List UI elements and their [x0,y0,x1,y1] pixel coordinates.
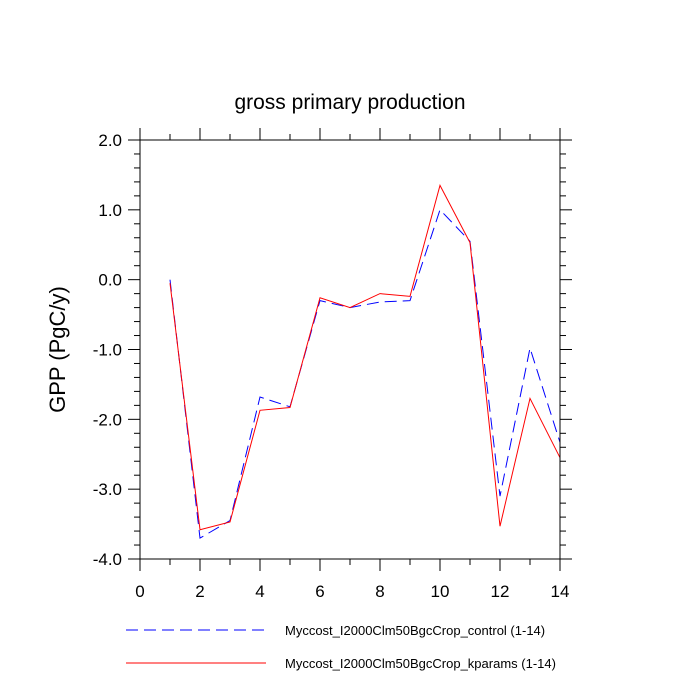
y-tick-label: 2.0 [98,131,122,150]
x-tick-label: 0 [135,582,144,601]
x-tick-label: 6 [315,582,324,601]
y-tick-label: 0.0 [98,271,122,290]
plot-frame [139,139,561,560]
axis-ticks: 0 2 4 6 8 10 12 14 -4.0 -3.0 -2.0 -1.0 0.0 1.0 2.0 [93,128,572,601]
series-line-1 [169,208,560,539]
y-axis-label: GPP (PgC/y) [45,286,70,413]
series-line-2 [169,184,560,531]
x-tick-label: 4 [255,582,264,601]
y-tick-label: -2.0 [93,410,122,429]
y-tick-label: -1.0 [93,341,122,360]
x-tick-label: 2 [195,582,204,601]
x-tick-label: 10 [431,582,450,601]
y-tick-label: 1.0 [98,201,122,220]
legend: Myccost_I2000Clm50BgcCrop_control (1-14)… [126,623,556,671]
x-tick-label: 14 [551,582,570,601]
y-tick-label: -3.0 [93,480,122,499]
plot-series [169,184,560,539]
chart-title: gross primary production [234,91,465,114]
x-tick-label: 12 [491,582,510,601]
x-tick-label: 8 [375,582,384,601]
y-tick-label: -4.0 [93,550,122,569]
legend-label-1: Myccost_I2000Clm50BgcCrop_control (1-14) [285,623,545,638]
legend-label-2: Myccost_I2000Clm50BgcCrop_kparams (1-14) [285,656,556,671]
